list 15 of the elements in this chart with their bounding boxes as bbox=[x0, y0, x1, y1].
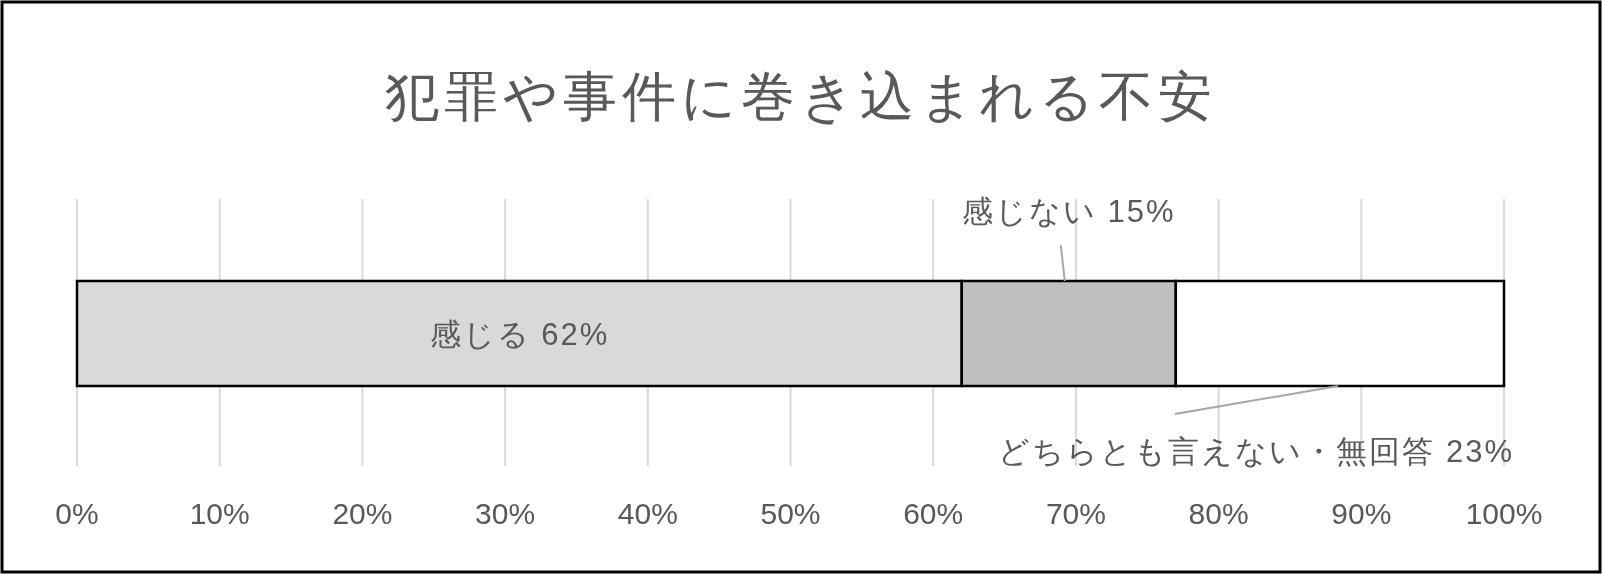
x-tick-label: 90% bbox=[1331, 497, 1392, 530]
x-tick-label: 30% bbox=[475, 497, 536, 530]
x-tick-label: 0% bbox=[55, 497, 99, 530]
x-tick-label: 40% bbox=[617, 497, 678, 530]
text: 感じない 15% bbox=[961, 194, 1176, 229]
series: 感じる 62% bbox=[75, 279, 963, 388]
x-tick-label: 60% bbox=[903, 497, 964, 530]
x-tick-label: 10% bbox=[189, 497, 250, 530]
x-tick-label: 50% bbox=[760, 497, 821, 530]
x-tick-label: 20% bbox=[332, 497, 393, 530]
x-tick-label: 100% bbox=[1465, 497, 1543, 530]
text: どちらとも言えない・無回答 23% bbox=[998, 434, 1514, 469]
x-tick-label: 80% bbox=[1188, 497, 1249, 530]
chart-title: 犯罪や事件に巻き込まれる不安 bbox=[385, 66, 1217, 126]
x-tick-label: 70% bbox=[1045, 497, 1106, 530]
